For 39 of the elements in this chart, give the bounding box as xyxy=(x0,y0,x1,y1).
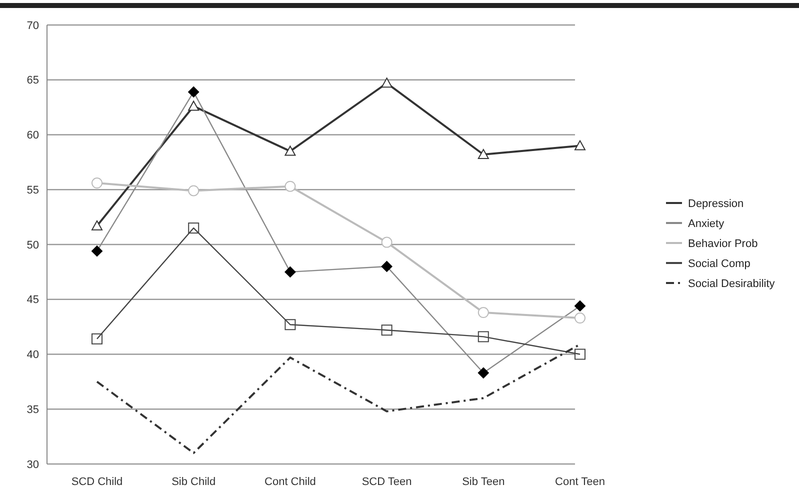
legend-label: Depression xyxy=(688,198,744,210)
line-series xyxy=(96,343,581,454)
x-tick-label: Sib Teen xyxy=(462,476,505,488)
y-tick-label: 35 xyxy=(26,404,39,416)
point xyxy=(188,185,200,196)
point xyxy=(478,307,489,318)
point xyxy=(478,149,489,160)
legend-label: Social Comp xyxy=(688,258,750,270)
point xyxy=(574,140,586,150)
y-tick-label: 70 xyxy=(26,20,39,32)
x-tick-label: SCD Teen xyxy=(362,476,412,488)
x-tick-label: Cont Teen xyxy=(555,476,605,488)
point xyxy=(92,178,102,189)
point xyxy=(92,333,102,344)
legend-label: Anxiety xyxy=(688,218,725,230)
point xyxy=(284,319,296,330)
legend-label: Behavior Prob xyxy=(688,238,758,250)
x-tick-label: Cont Child xyxy=(264,476,316,488)
point xyxy=(381,236,392,248)
point xyxy=(92,220,102,230)
y-tick-label: 30 xyxy=(26,458,39,471)
point xyxy=(478,331,489,342)
point xyxy=(284,180,296,192)
point xyxy=(574,348,586,360)
y-tick-label: 40 xyxy=(26,349,39,362)
point xyxy=(381,78,392,88)
point xyxy=(284,146,296,156)
point xyxy=(188,222,200,234)
y-tick-label: 65 xyxy=(26,74,39,87)
legend-label: Social Desirability xyxy=(688,278,776,290)
y-tick-label: 60 xyxy=(26,130,39,142)
point xyxy=(188,100,200,111)
y-tick-label: 45 xyxy=(26,294,39,306)
point xyxy=(381,324,392,336)
point xyxy=(574,312,586,324)
y-tick-label: 50 xyxy=(26,239,39,252)
y-tick-label: 55 xyxy=(26,184,39,196)
x-tick-label: SCD Child xyxy=(71,476,123,488)
x-tick-label: Sib Child xyxy=(172,476,216,488)
